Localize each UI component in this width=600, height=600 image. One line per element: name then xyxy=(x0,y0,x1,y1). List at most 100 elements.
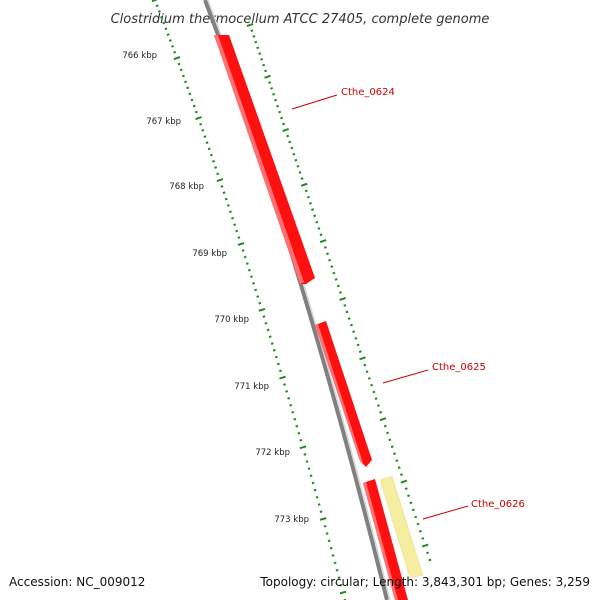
coordinate-tick xyxy=(283,383,287,386)
gc-content-tick xyxy=(409,501,413,505)
gc-content-tick xyxy=(308,202,312,205)
gc-content-tick xyxy=(390,445,394,449)
gc-content-tick xyxy=(262,63,266,67)
coordinate-tick xyxy=(327,539,331,543)
coordinate-tick xyxy=(313,488,317,492)
gc-content-tick xyxy=(252,35,256,38)
coordinate-tick xyxy=(168,39,172,42)
gc-content-tick xyxy=(260,57,264,61)
coordinate-tick xyxy=(254,288,258,292)
gc-content-tick xyxy=(354,337,358,340)
gc-content-tick xyxy=(276,104,280,108)
gene-feature-cthe-0625[interactable] xyxy=(315,321,372,467)
coordinate-tick xyxy=(228,210,232,214)
coordinate-tick xyxy=(173,50,177,54)
coordinate-tick xyxy=(162,21,166,25)
gene-label-cthe-0626[interactable]: Cthe_0626 xyxy=(471,499,525,510)
gc-content-tick xyxy=(311,208,315,211)
gc-content-tick xyxy=(411,508,415,512)
coordinate-tick xyxy=(295,424,299,428)
coordinate-tick xyxy=(264,321,268,325)
coordinate-tick xyxy=(220,185,224,188)
gc-content-tick xyxy=(393,452,396,456)
coordinate-tick xyxy=(291,410,295,414)
gc-content-tick xyxy=(272,92,276,96)
gc-content-tick xyxy=(345,310,349,314)
reverse-strand-feature[interactable] xyxy=(379,475,424,579)
coordinate-tick xyxy=(151,0,158,3)
gc-content-tick xyxy=(334,278,338,281)
gc-content-tick xyxy=(278,110,282,114)
gc-content-tick xyxy=(383,424,387,428)
gc-content-tick xyxy=(319,233,323,237)
gc-content-tick xyxy=(319,239,327,244)
coordinate-tick xyxy=(157,10,161,13)
coordinate-tick xyxy=(235,229,239,233)
coordinate-tick xyxy=(188,92,192,96)
coordinate-tick xyxy=(201,129,205,132)
gc-content-tick xyxy=(370,383,374,387)
gc-content-tick xyxy=(317,227,321,230)
coordinate-tick xyxy=(333,561,337,565)
gc-content-tick xyxy=(306,195,310,199)
coordinate-tick xyxy=(205,141,209,145)
coordinate-tick xyxy=(258,301,262,305)
gc-content-tick xyxy=(416,522,420,526)
coordinate-tick xyxy=(270,342,274,345)
gc-content-tick xyxy=(328,258,332,262)
coordinate-tick xyxy=(250,275,253,279)
gene-feature-cthe-0624[interactable] xyxy=(214,35,315,284)
gc-content-tick xyxy=(386,431,390,435)
gc-content-tick xyxy=(264,74,271,79)
gc-content-tick xyxy=(332,271,336,275)
coordinate-tick xyxy=(279,369,282,373)
gc-content-tick xyxy=(400,479,408,484)
coordinate-tick xyxy=(199,122,203,126)
gene-feature-cthe-0626[interactable] xyxy=(363,479,408,600)
leader-line-cthe-0625 xyxy=(382,369,429,384)
gc-content-tick xyxy=(349,323,353,327)
coordinate-tick xyxy=(222,191,226,195)
kbp-tick-labels: 766 kbp 767 kbp 768 kbp 769 kbp 770 kbp … xyxy=(122,51,309,525)
gc-content-tick xyxy=(258,52,262,55)
coordinate-tick xyxy=(226,204,230,207)
gc-content-tick xyxy=(256,46,260,50)
gc-content-tick xyxy=(397,466,401,469)
coordinate-tick xyxy=(337,576,341,579)
gene-label-group: Cthe_0624 Cthe_0625 Cthe_0626 xyxy=(291,87,525,520)
coordinate-tick xyxy=(209,153,213,157)
gc-content-tick xyxy=(395,459,399,462)
gc-content-tick xyxy=(379,417,387,422)
gc-content-tick xyxy=(400,473,403,476)
coordinate-tick xyxy=(256,295,260,298)
leader-line-cthe-0624 xyxy=(291,94,338,110)
coordinate-tick xyxy=(325,532,329,535)
tick-label-769: 769 kbp xyxy=(192,249,227,259)
coordinate-tick xyxy=(237,242,245,246)
gc-content-tick xyxy=(282,128,289,132)
tick-label-766: 766 kbp xyxy=(122,51,157,61)
gc-content-tick xyxy=(363,363,367,367)
coordinate-tick xyxy=(317,503,321,506)
coordinate-tick xyxy=(285,390,289,393)
gc-content-tick xyxy=(274,98,278,102)
gc-content-tick xyxy=(330,265,334,268)
gene-label-cthe-0625[interactable]: Cthe_0625 xyxy=(432,362,486,373)
gc-content-tick xyxy=(418,529,422,533)
gc-content-tick xyxy=(254,40,258,44)
gc-content-tick xyxy=(264,69,268,73)
gc-content-tick xyxy=(313,214,317,218)
gene-label-cthe-0624[interactable]: Cthe_0624 xyxy=(341,87,395,98)
coordinate-tick xyxy=(171,44,174,48)
coordinate-tick xyxy=(309,474,313,478)
coordinate-tick xyxy=(339,583,343,587)
gc-content-tick xyxy=(372,390,376,394)
tick-label-770: 770 kbp xyxy=(214,315,249,325)
coordinate-tick xyxy=(335,568,339,572)
coordinate-tick xyxy=(224,197,228,201)
gc-content-tick xyxy=(356,343,360,347)
gc-content-tick xyxy=(290,146,294,150)
gc-content-tick xyxy=(286,134,290,138)
coordinate-tick xyxy=(323,524,327,528)
